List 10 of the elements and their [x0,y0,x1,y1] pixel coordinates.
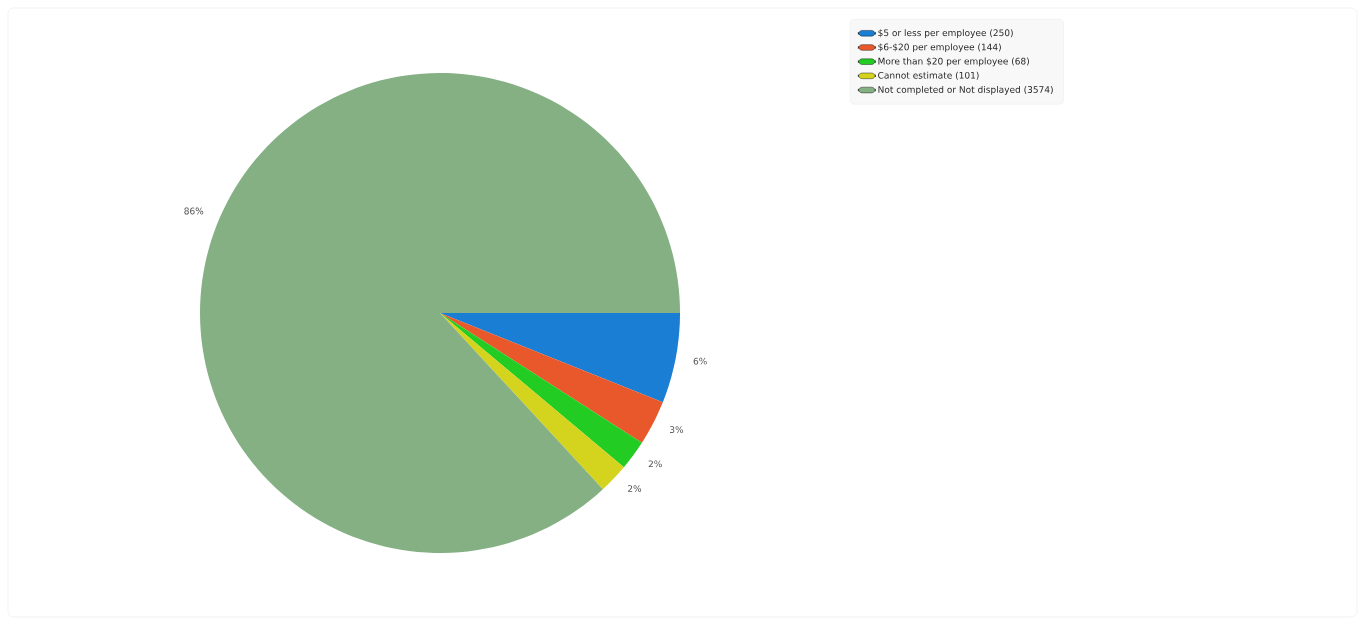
legend-label: $6-$20 per employee (144) [878,43,1001,53]
legend-label: Cannot estimate (101) [878,71,979,80]
data-label: 86% [184,207,204,215]
legend-label: $5 or less per employee (250) [878,29,1013,38]
data-label: 2% [648,460,662,468]
data-label: 3% [670,426,684,433]
legend-label: More than $20 per employee (68) [878,57,1029,67]
data-label: 6% [693,357,707,365]
legend-label: Not completed or Not displayed (3574) [878,85,1053,95]
data-label: 2% [627,485,642,492]
